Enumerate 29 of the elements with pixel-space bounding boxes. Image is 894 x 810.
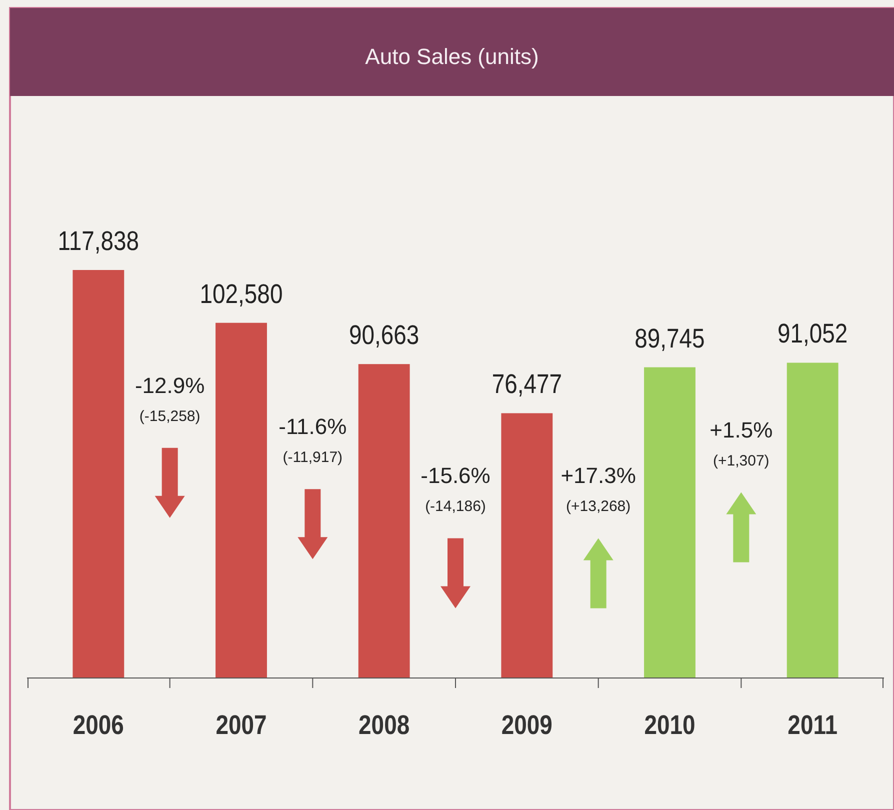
x-tick-label: 2006 [72,710,124,740]
bar [786,362,838,678]
bar [644,367,696,678]
x-tick-label: 2007 [216,710,267,740]
data-label: 117,838 [58,226,140,256]
data-label: 76,477 [492,370,562,400]
data-label: 90,663 [349,320,420,351]
annotation: (-15,258) [139,408,200,425]
bar [72,270,124,678]
chart-title: Auto Sales (units) [365,44,539,69]
data-label: 91,052 [778,319,848,350]
x-tick-label: 2011 [788,710,838,740]
x-tick-label: 2010 [644,710,696,740]
annotation: +17.3% [560,463,636,488]
annotation: -11.6% [278,414,347,440]
x-tick-label: 2009 [501,710,552,740]
x-tick-label: 2008 [358,710,410,740]
bar [216,322,267,678]
bar [501,413,553,678]
annotation: (-14,186) [425,498,486,516]
annotation: (+1,307) [713,452,770,470]
annotation: -12.9% [134,372,205,398]
data-label: 89,745 [634,324,705,354]
data-label: 102,580 [200,279,283,310]
annotation: (+13,268) [566,498,631,516]
annotation: +1.5% [710,417,773,442]
annotation: (-11,917) [282,449,343,466]
annotation: -15.6% [420,463,490,488]
bar [358,364,410,678]
